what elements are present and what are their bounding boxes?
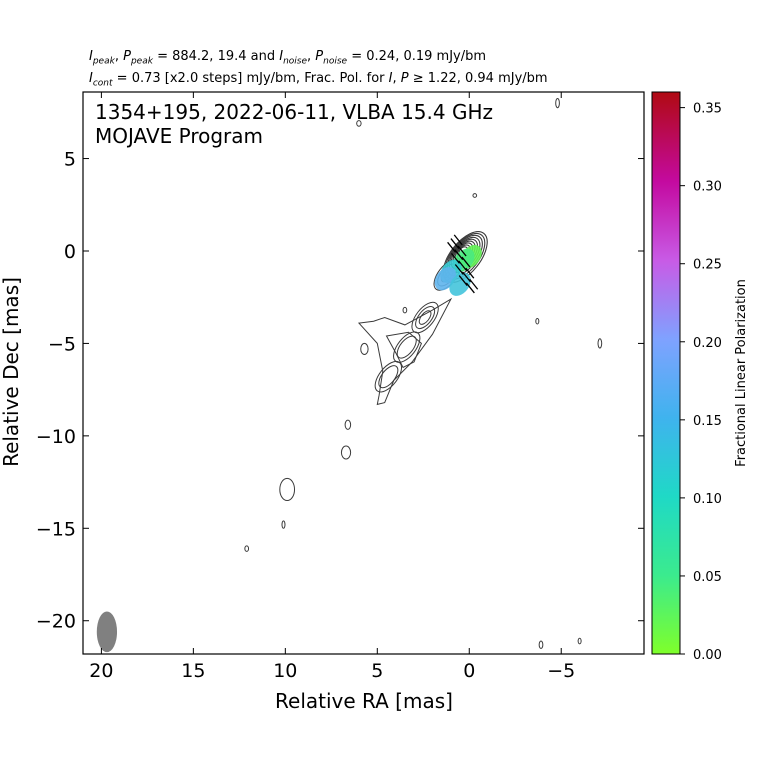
evpa-tick (458, 275, 468, 286)
ppeak-symbol: P (123, 49, 131, 64)
plot-frame (82, 91, 645, 655)
isolated-feature-contour (281, 520, 286, 529)
evpa-tick (461, 256, 471, 268)
isolated-feature-contour (356, 120, 362, 127)
fracpol-i-symbol: I (388, 71, 393, 86)
isolated-feature-contour (555, 97, 560, 109)
ipeak-subscript: peak (92, 56, 115, 67)
jet-knot-contour (396, 335, 417, 359)
isolated-feature-contour (279, 477, 296, 502)
isolated-feature-contour (538, 640, 544, 649)
isolated-feature-contour (597, 338, 603, 349)
plot-area (96, 97, 603, 653)
evpa-tick (458, 260, 468, 272)
colorbar-label: Fractional Linear Polarization (734, 279, 749, 467)
isolated-feature-contour (402, 306, 408, 314)
y-tick-label: −5 (48, 333, 76, 355)
icont-subscript: cont (92, 78, 113, 89)
cont-values: = 0.73 [x2.0 steps] mJy/bm, Frac. Pol. f… (116, 71, 385, 86)
isolated-feature-contour (577, 637, 582, 645)
y-tick-label: 0 (64, 241, 76, 263)
jet-knot-contour (411, 301, 439, 334)
isolated-feature-contour (472, 193, 478, 198)
jet-lobe-inner-contour (385, 331, 422, 369)
evpa-tick (454, 264, 464, 275)
chart-title: 1354+195, 2022-06-11, VLBA 15.4 GHz (95, 100, 493, 124)
polarization-patch (449, 272, 471, 296)
evpa-tick (447, 241, 457, 253)
ppeak-subscript: peak (130, 56, 153, 67)
evpa-tick (450, 238, 460, 249)
header-line-1: Ipeak, Ppeak = 884.2, 19.4 and Inoise, P… (89, 49, 487, 67)
noise-values: = 0.24, 0.19 mJy/bm (351, 49, 487, 64)
evpa-tick (453, 234, 463, 246)
pnoise-symbol: P (315, 49, 324, 64)
evpa-tick (454, 249, 464, 261)
beam-ellipse (96, 611, 118, 653)
evpa-tick (450, 252, 460, 264)
colorbar-tick-label: 0.10 (693, 492, 722, 507)
jet-lobe-contour (357, 297, 453, 406)
evpa-tick (469, 278, 479, 290)
jet-knot-contour (415, 306, 436, 330)
ipeak-symbol: I (89, 49, 93, 64)
beam-layer (96, 611, 118, 653)
colorbar-tick-label: 0.00 (693, 648, 722, 663)
x-tick-label: 5 (371, 660, 383, 682)
y-tick-label: −20 (36, 611, 76, 633)
isolated-feature-contour (535, 317, 540, 325)
chart-subtitle: MOJAVE Program (95, 124, 263, 148)
icont-symbol: I (89, 71, 93, 86)
x-tick-label: 0 (463, 660, 475, 682)
isolated-feature-contour (360, 342, 369, 356)
header-line-2: Icont = 0.73 [x2.0 steps] mJy/bm, Frac. … (89, 71, 548, 89)
evpa-tick (457, 245, 467, 257)
colorbar-tick-label: 0.05 (693, 570, 722, 585)
isolated-feature-contour (244, 545, 250, 552)
jet-knot-contour (374, 360, 402, 393)
fracpol-p-symbol: P (400, 71, 409, 86)
y-axis-label: Relative Dec [mas] (0, 277, 23, 467)
isolated-feature-contour (340, 445, 352, 460)
evpa-tick (461, 271, 472, 283)
colorbar-ticks: 0.00 0.05 0.10 0.15 0.20 0.25 0.30 0.35 (680, 102, 722, 663)
fracpol-values: ≥ 1.22, 0.94 mJy/bm (412, 71, 548, 86)
colorbar (651, 91, 681, 655)
isolated-features-layer (244, 97, 603, 649)
inoise-subscript: noise (283, 56, 308, 67)
colorbar-tick-label: 0.20 (693, 336, 722, 351)
x-tick-label: 20 (89, 660, 113, 682)
x-tick-label: −5 (547, 660, 575, 682)
colorbar-tick-label: 0.30 (693, 180, 722, 195)
y-axis-ticks: 5 0 −5 −10 −15 −20 (36, 149, 644, 633)
contour-layer (357, 231, 488, 406)
evpa-tick (465, 282, 475, 294)
inoise-symbol: I (279, 49, 284, 64)
y-tick-label: 5 (64, 149, 76, 171)
x-tick-label: 10 (273, 660, 297, 682)
colorbar-tick-label: 0.25 (693, 258, 722, 273)
x-axis-ticks: 20 15 10 5 0 −5 (89, 92, 575, 682)
peak-values: = 884.2, 19.4 and (157, 49, 276, 64)
x-tick-label: 15 (181, 660, 205, 682)
x-axis-label: Relative RA [mas] (275, 689, 453, 713)
isolated-feature-contour (344, 419, 352, 430)
y-tick-label: −10 (36, 426, 76, 448)
colorbar-tick-label: 0.35 (693, 102, 722, 117)
polarization-layer (434, 234, 482, 296)
evpa-tick (465, 267, 475, 279)
colorbar-tick-label: 0.15 (693, 414, 722, 429)
pnoise-subscript: noise (323, 56, 348, 67)
y-tick-label: −15 (36, 518, 76, 540)
